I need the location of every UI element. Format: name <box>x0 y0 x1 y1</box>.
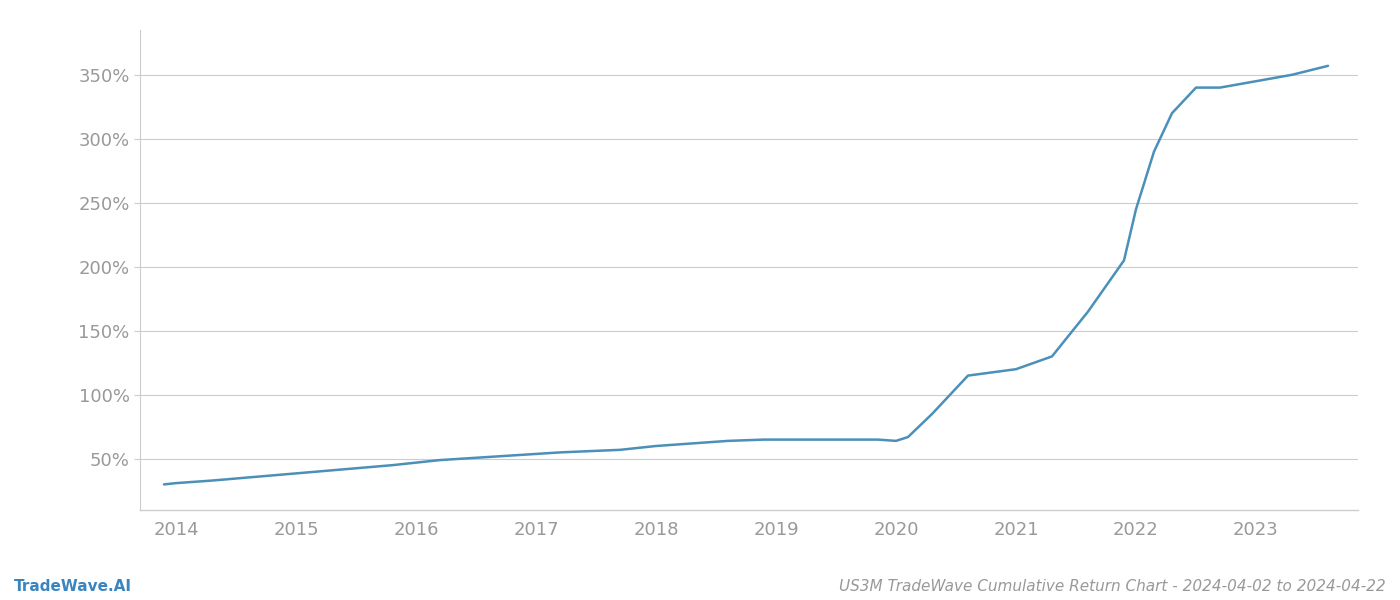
Text: TradeWave.AI: TradeWave.AI <box>14 579 132 594</box>
Text: US3M TradeWave Cumulative Return Chart - 2024-04-02 to 2024-04-22: US3M TradeWave Cumulative Return Chart -… <box>839 579 1386 594</box>
